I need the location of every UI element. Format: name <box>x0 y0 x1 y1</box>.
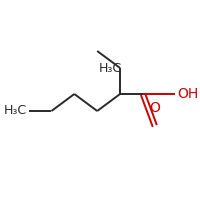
Text: OH: OH <box>177 87 198 101</box>
Text: O: O <box>149 101 160 115</box>
Text: H₃C: H₃C <box>99 62 122 75</box>
Text: H₃C: H₃C <box>3 104 26 117</box>
